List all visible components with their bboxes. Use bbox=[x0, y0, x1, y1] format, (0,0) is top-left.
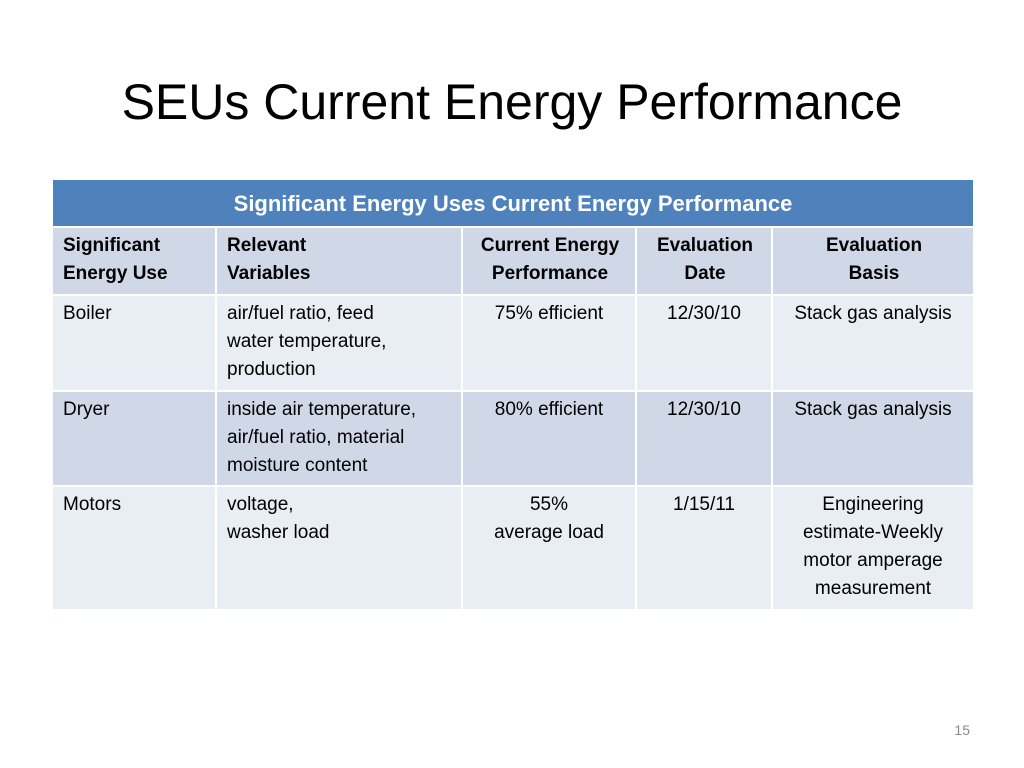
cell-text: water temperature, bbox=[227, 331, 387, 352]
cell-text: Stack gas analysis bbox=[794, 399, 952, 420]
header-current-energy-performance: Current Energy Performance bbox=[461, 226, 637, 296]
cell-text: Engineering bbox=[822, 494, 924, 515]
header-text: Date bbox=[684, 263, 726, 284]
cell-text: measurement bbox=[814, 578, 932, 599]
cell-energy-use: Motors bbox=[51, 485, 217, 611]
header-text: Significant bbox=[63, 235, 161, 256]
cell-relevant-variables: voltage, washer load bbox=[215, 485, 463, 611]
cell-text: average load bbox=[494, 522, 604, 543]
cell-text: air/fuel ratio, material bbox=[227, 427, 405, 448]
cell-text: 75% efficient bbox=[494, 303, 604, 324]
cell-text: production bbox=[227, 359, 316, 380]
cell-energy-use: Boiler bbox=[51, 294, 217, 392]
table-header-row: Significant Energy Use Relevant Variable… bbox=[51, 226, 976, 296]
cell-text: voltage, bbox=[227, 494, 294, 515]
header-text: Evaluation bbox=[656, 235, 754, 256]
cell-evaluation-basis: Engineering estimate-Weekly motor ampera… bbox=[770, 485, 976, 611]
table-row: Motors voltage, washer load 55% average … bbox=[51, 485, 976, 611]
cell-text: Stack gas analysis bbox=[794, 303, 952, 324]
header-text: Variables bbox=[227, 263, 311, 284]
header-significant-energy-use: Significant Energy Use bbox=[51, 226, 217, 296]
table-caption-row: Significant Energy Uses Current Energy P… bbox=[50, 178, 976, 228]
cell-text: 12/30/10 bbox=[667, 399, 741, 420]
cell-text: 80% efficient bbox=[494, 399, 604, 420]
cell-text: moisture content bbox=[227, 455, 368, 476]
cell-text: air/fuel ratio, feed bbox=[227, 303, 374, 324]
header-text: Basis bbox=[848, 263, 900, 284]
cell-evaluation-date: 1/15/11 bbox=[635, 485, 773, 611]
cell-evaluation-date: 12/30/10 bbox=[635, 294, 773, 392]
cell-text: motor amperage bbox=[803, 550, 943, 571]
cell-relevant-variables: inside air temperature, air/fuel ratio, … bbox=[215, 390, 463, 487]
table-row: Boiler air/fuel ratio, feed water temper… bbox=[51, 294, 976, 392]
header-text: Evaluation bbox=[825, 235, 923, 256]
cell-text: estimate-Weekly bbox=[802, 522, 944, 543]
header-text: Current Energy bbox=[480, 235, 620, 256]
header-evaluation-basis: Evaluation Basis bbox=[770, 226, 976, 296]
cell-text: 12/30/10 bbox=[667, 303, 741, 324]
cell-evaluation-date: 12/30/10 bbox=[635, 390, 773, 487]
page-number: 15 bbox=[954, 722, 970, 738]
slide-title: SEUs Current Energy Performance bbox=[121, 74, 903, 130]
energy-performance-table: Significant Energy Uses Current Energy P… bbox=[50, 178, 976, 611]
cell-current-performance: 75% efficient bbox=[461, 294, 637, 392]
cell-text: 55% bbox=[529, 494, 569, 515]
header-evaluation-date: Evaluation Date bbox=[635, 226, 773, 296]
cell-text: inside air temperature, bbox=[227, 399, 417, 420]
cell-evaluation-basis: Stack gas analysis bbox=[770, 294, 976, 392]
cell-current-performance: 80% efficient bbox=[461, 390, 637, 487]
cell-text: washer load bbox=[227, 522, 330, 543]
header-text: Energy Use bbox=[63, 263, 168, 284]
cell-current-performance: 55% average load bbox=[461, 485, 637, 611]
cell-evaluation-basis: Stack gas analysis bbox=[770, 390, 976, 487]
cell-text: Boiler bbox=[63, 303, 112, 324]
table-row: Dryer inside air temperature, air/fuel r… bbox=[51, 390, 976, 487]
header-text: Relevant bbox=[227, 235, 307, 256]
header-text: Performance bbox=[491, 263, 609, 284]
cell-text: Motors bbox=[63, 494, 122, 515]
cell-text: 1/15/11 bbox=[673, 494, 735, 515]
cell-text: Dryer bbox=[63, 399, 110, 420]
cell-relevant-variables: air/fuel ratio, feed water temperature, … bbox=[215, 294, 463, 392]
cell-energy-use: Dryer bbox=[51, 390, 217, 487]
table-caption: Significant Energy Uses Current Energy P… bbox=[50, 178, 976, 228]
header-relevant-variables: Relevant Variables bbox=[215, 226, 463, 296]
